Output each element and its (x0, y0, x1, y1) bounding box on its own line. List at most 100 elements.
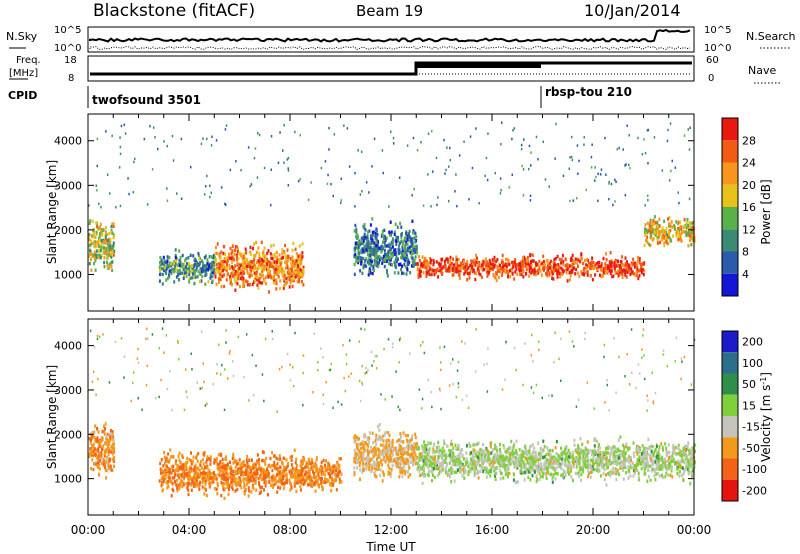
echo-cell (292, 262, 295, 266)
echo-cell (654, 221, 657, 225)
echo-cell (246, 271, 249, 275)
echo-cell (450, 262, 453, 266)
echo-cell (554, 264, 557, 268)
echo-cell (411, 264, 413, 268)
echo-cell (632, 441, 635, 445)
echo-cell (413, 446, 416, 450)
echo-cell (653, 215, 656, 219)
echo-cell (394, 248, 397, 252)
echo-cell (231, 244, 234, 248)
echo-cell (605, 458, 608, 463)
echo-cell (613, 268, 616, 272)
echo-cell (88, 262, 91, 266)
echo-cell (680, 231, 683, 235)
echo-cell (164, 260, 167, 265)
echo-cell (270, 203, 272, 207)
power-colorbar-label: Power [dB] (759, 179, 773, 244)
echo-cell (185, 257, 188, 261)
echo-cell (93, 435, 96, 439)
echo-cell (236, 468, 239, 472)
echo-cell (449, 146, 451, 150)
echo-cell (484, 261, 487, 265)
echo-cell (171, 454, 174, 459)
power-echo-cells (88, 121, 696, 294)
echo-cell (482, 442, 484, 447)
echo-cell (660, 237, 663, 242)
echo-cell (385, 244, 388, 248)
echo-cell (626, 264, 629, 268)
echo-cell (233, 277, 236, 281)
echo-cell (179, 481, 182, 486)
echo-cell (209, 273, 212, 277)
echo-cell (409, 473, 412, 477)
echo-cell (119, 136, 121, 139)
echo-cell (201, 485, 204, 489)
echo-cell (264, 264, 267, 269)
echo-cell (243, 485, 246, 489)
echo-cell (530, 259, 533, 263)
echo-cell (223, 284, 226, 289)
echo-cell (202, 137, 204, 140)
echo-cell (520, 147, 523, 151)
echo-cell (300, 459, 303, 464)
echo-cell (449, 456, 452, 460)
echo-cell (665, 471, 668, 475)
echo-cell (265, 257, 268, 262)
echo-cell (330, 488, 333, 493)
echo-cell (283, 465, 285, 469)
echo-cell (225, 264, 228, 268)
echo-cell (642, 272, 645, 277)
echo-cell (109, 432, 112, 436)
echo-cell (529, 266, 532, 270)
echo-cell (100, 253, 103, 258)
echo-cell (376, 247, 379, 251)
echo-cell (499, 177, 502, 180)
echo-cell (474, 277, 477, 282)
echo-cell (488, 266, 491, 270)
echo-cell (485, 156, 488, 160)
echo-cell (570, 135, 573, 139)
freq-tick-bottom: 8 (68, 73, 74, 84)
echo-cell (663, 243, 666, 248)
echo-cell (169, 261, 172, 265)
echo-cell (249, 267, 252, 271)
echo-cell (552, 271, 554, 275)
echo-cell (602, 270, 605, 275)
echo-cell (372, 233, 375, 237)
echo-cell (401, 251, 404, 256)
echo-cell (503, 263, 506, 267)
echo-cell (392, 136, 395, 140)
echo-cell (387, 452, 390, 457)
echo-cell (421, 452, 423, 456)
echo-cell (193, 478, 196, 483)
echo-cell (444, 268, 447, 272)
echo-cell (490, 264, 493, 268)
echo-cell (239, 464, 242, 469)
echo-cell (296, 463, 298, 468)
echo-cell (548, 271, 551, 275)
echo-cell (314, 469, 317, 474)
echo-cell (639, 268, 641, 273)
echo-cell (188, 467, 191, 471)
echo-cell (236, 261, 239, 266)
echo-cell (388, 457, 391, 461)
echo-cell (353, 272, 356, 277)
echo-cell (192, 254, 195, 258)
echo-cell (242, 284, 245, 288)
echo-cell (290, 458, 293, 462)
echo-cell (616, 271, 619, 275)
echo-cell (430, 205, 432, 208)
echo-cell (295, 474, 298, 479)
echo-cell (287, 255, 290, 260)
echo-cell (385, 236, 388, 240)
echo-cell (112, 241, 115, 245)
echo-cell (102, 228, 105, 232)
echo-cell (296, 280, 299, 284)
echo-cell (372, 231, 375, 235)
echo-cell (291, 454, 293, 459)
echo-cell (168, 470, 170, 475)
echo-cell (166, 482, 169, 486)
echo-cell (371, 271, 374, 276)
echo-cell (302, 283, 305, 287)
echo-cell (310, 478, 313, 482)
